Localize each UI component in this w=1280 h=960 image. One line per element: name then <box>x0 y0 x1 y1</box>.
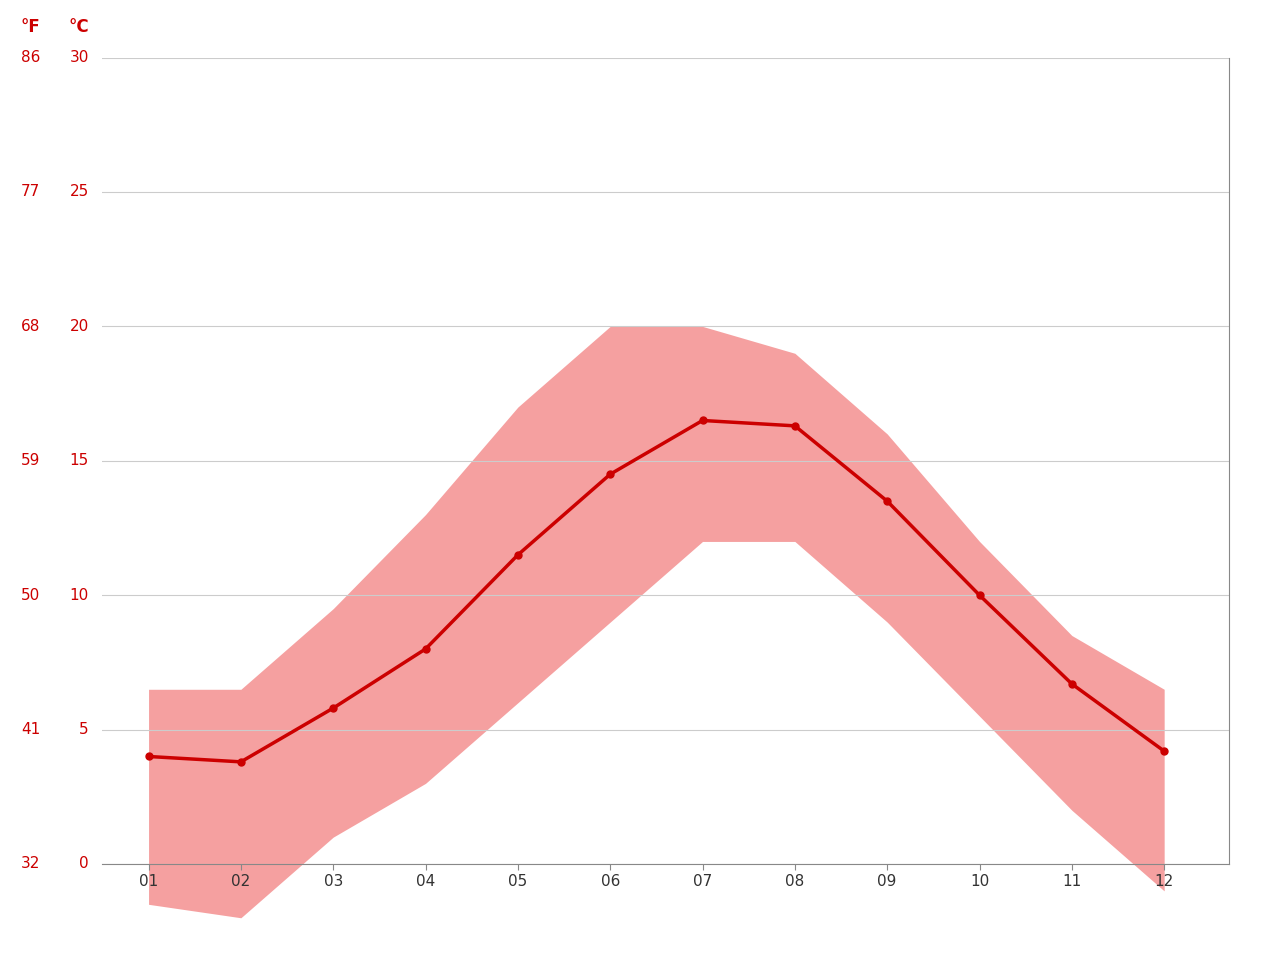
Text: 20: 20 <box>69 319 88 334</box>
Text: 30: 30 <box>69 50 88 65</box>
Text: 77: 77 <box>22 184 41 200</box>
Text: 59: 59 <box>20 453 41 468</box>
Text: °F: °F <box>20 18 41 36</box>
Text: °C: °C <box>68 18 88 36</box>
Text: 0: 0 <box>79 856 88 872</box>
Text: 50: 50 <box>22 588 41 603</box>
Text: 25: 25 <box>69 184 88 200</box>
Text: 41: 41 <box>22 722 41 737</box>
Text: 86: 86 <box>20 50 41 65</box>
Text: 5: 5 <box>79 722 88 737</box>
Text: 15: 15 <box>69 453 88 468</box>
Text: 32: 32 <box>20 856 41 872</box>
Text: 10: 10 <box>69 588 88 603</box>
Text: 68: 68 <box>20 319 41 334</box>
